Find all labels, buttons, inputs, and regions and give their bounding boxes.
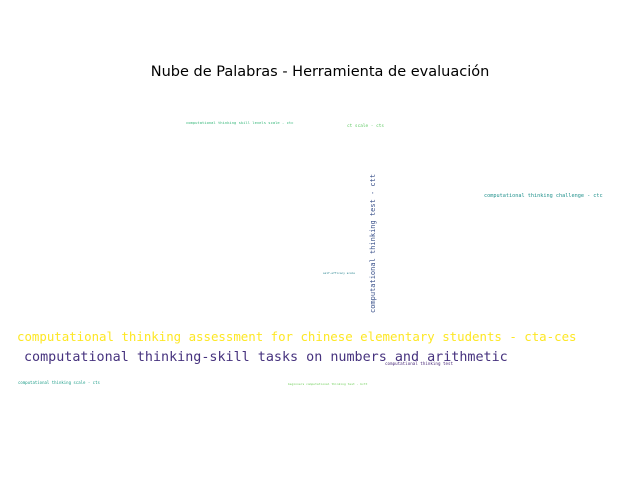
word-cloud-term: beginners computational thinking test - … [288,382,368,386]
word-cloud-term: ct scale - cts [347,123,384,129]
word-cloud-term: computational thinking scale - cts [18,380,100,385]
word-cloud-term: computational thinking challenge - ctc [484,193,603,199]
word-cloud-term: computational thinking skill levels scal… [186,120,293,125]
word-cloud-term: computational thinking test [385,361,454,366]
word-cloud-term: computational thinking test - ctt [369,174,377,313]
word-cloud-term: computational thinking assessment for ch… [17,329,577,344]
chart-title: Nube de Palabras - Herramienta de evalua… [150,64,490,80]
word-cloud-term: computational thinking-skill tasks on nu… [24,350,508,365]
word-cloud-term: self-efficacy scale [323,271,355,275]
